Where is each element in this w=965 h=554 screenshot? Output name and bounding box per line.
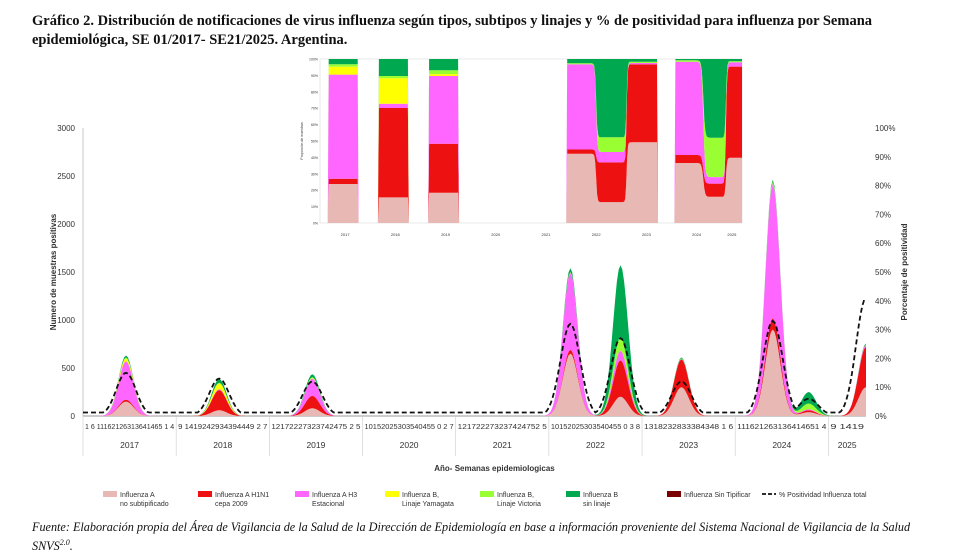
series-no_subtipificado xyxy=(83,329,866,416)
year-label: 2024 xyxy=(772,440,791,450)
y2-tick-label: 80% xyxy=(875,182,891,191)
y2-tick-label: 20% xyxy=(875,354,891,363)
week-tick-label: 111621263136414651 4 xyxy=(737,422,826,431)
legend-swatch-victoria xyxy=(480,491,494,497)
legend-label-yamagata: Linaje Yamagata xyxy=(402,501,454,508)
week-tick-label: 1318232833384348 1 6 xyxy=(644,422,733,431)
y-tick-label: 1000 xyxy=(57,316,75,325)
inset-year-label: 2025 xyxy=(727,232,737,237)
year-label: 2020 xyxy=(400,440,419,450)
legend-label-sin_tipificar: Influenza Sin Tipificar xyxy=(684,492,751,499)
y2-tick-label: 50% xyxy=(875,268,891,277)
inset-year-label: 2019 xyxy=(441,232,451,237)
y-tick-label: 2000 xyxy=(57,220,75,229)
source-sup: 2.0 xyxy=(59,538,70,547)
legend-swatch-yamagata xyxy=(385,491,399,497)
inset-y-tick: 90% xyxy=(311,74,318,78)
y2-tick-label: 40% xyxy=(875,297,891,306)
y-tick-label: 0 xyxy=(71,412,76,421)
series-h1n1 xyxy=(83,318,866,416)
inset-series-h1n1 xyxy=(320,64,742,224)
y-axis-title: Numero de muestras positivas xyxy=(49,213,58,330)
legend-swatch-sin_linaje xyxy=(566,491,580,497)
year-label: 2023 xyxy=(679,440,698,450)
inset-series-no_subtipificado xyxy=(320,142,742,223)
y-tick-label: 2500 xyxy=(57,172,75,181)
inset-y-tick: 50% xyxy=(311,140,318,144)
y2-tick-label: 60% xyxy=(875,239,891,248)
inset-year-label: 2017 xyxy=(341,232,351,237)
legend-label-sin_linaje: sin linaje xyxy=(583,501,610,508)
year-label: 2017 xyxy=(120,440,139,450)
y2-tick-label: 100% xyxy=(875,124,895,133)
inset-y-tick: 100% xyxy=(309,58,318,62)
week-tick-label: 1 6 11162126313641465 1 4 xyxy=(85,422,174,431)
inset-y-tick: 40% xyxy=(311,156,318,160)
legend-swatch-no_subtipificado xyxy=(103,491,117,497)
inset-series-h3 xyxy=(320,61,742,224)
year-label: 2019 xyxy=(306,440,325,450)
year-label: 2022 xyxy=(586,440,605,450)
year-label: 2025 xyxy=(838,440,857,450)
source-end: . xyxy=(69,539,73,554)
y2-tick-label: 10% xyxy=(875,383,891,392)
inset-y-tick: 60% xyxy=(311,123,318,127)
x-axis-title: Año- Semanas epidemiologicas xyxy=(434,464,555,473)
legend-label-h3: Estacional xyxy=(312,501,345,508)
week-tick-label: 12172227323742475 2 5 xyxy=(271,422,360,431)
legend-label-positividad: % Positividad Influenza total xyxy=(779,492,867,499)
legend-label-h3: Influenza A H3 xyxy=(312,492,357,499)
y2-tick-label: 90% xyxy=(875,153,891,162)
y-tick-label: 500 xyxy=(62,364,76,373)
inset-year-label: 2021 xyxy=(542,232,552,237)
inset-y-tick: 80% xyxy=(311,90,318,94)
week-tick-label: 9 1419 xyxy=(830,422,864,431)
series-positividad xyxy=(83,297,867,414)
inset-y-title: Proporción de muestras xyxy=(300,122,304,159)
inset-y-tick: 10% xyxy=(311,205,318,209)
legend-label-yamagata: Influenza B, xyxy=(402,492,439,499)
legend-label-no_subtipificado: Influenza A xyxy=(120,492,155,499)
y-tick-label: 1500 xyxy=(57,268,75,277)
y2-tick-label: 30% xyxy=(875,326,891,335)
legend-label-victoria: Influenza B, xyxy=(497,492,534,499)
inset-y-tick: 20% xyxy=(311,189,318,193)
legend-label-no_subtipificado: no subtipificado xyxy=(120,501,169,508)
y2-axis-title: Porcentaje de positividad xyxy=(900,223,909,320)
week-tick-label: 121722273237424752 5 xyxy=(458,422,547,431)
inset-y-tick: 70% xyxy=(311,107,318,111)
week-tick-label: 10152025303540455 0 3 8 xyxy=(551,422,640,431)
week-tick-label: 10152025303540455 0 2 7 xyxy=(365,422,454,431)
legend-swatch-h3 xyxy=(295,491,309,497)
year-label: 2021 xyxy=(493,440,512,450)
figure-title: Gráfico 2. Distribución de notificacione… xyxy=(32,13,873,48)
inset-y-tick: 0% xyxy=(313,222,318,226)
inset-year-label: 2020 xyxy=(491,232,501,237)
legend-label-sin_linaje: Influenza B xyxy=(583,492,618,499)
legend-label-h1n1: Influenza A H1N1 xyxy=(215,492,269,499)
inset-year-label: 2023 xyxy=(642,232,652,237)
legend-label-h1n1: cepa 2009 xyxy=(215,501,248,508)
year-label: 2018 xyxy=(213,440,232,450)
inset-y-tick: 30% xyxy=(311,172,318,176)
inset-year-label: 2022 xyxy=(592,232,602,237)
figure-source: Fuente: Elaboración propia del Área de V… xyxy=(32,519,942,554)
y2-tick-label: 70% xyxy=(875,210,891,219)
inset-year-label: 2018 xyxy=(391,232,401,237)
week-tick-label: 9 1419242934394449 2 7 xyxy=(178,422,267,431)
inset-year-label: 2024 xyxy=(692,232,702,237)
series-h3 xyxy=(83,183,866,416)
legend-label-victoria: Linaje Victoria xyxy=(497,501,541,508)
legend-swatch-h1n1 xyxy=(198,491,212,497)
y-tick-label: 3000 xyxy=(57,124,75,133)
legend-swatch-sin_tipificar xyxy=(667,491,681,497)
y2-tick-label: 0% xyxy=(875,412,887,421)
source-text: Fuente: Elaboración propia del Área de V… xyxy=(32,520,911,554)
